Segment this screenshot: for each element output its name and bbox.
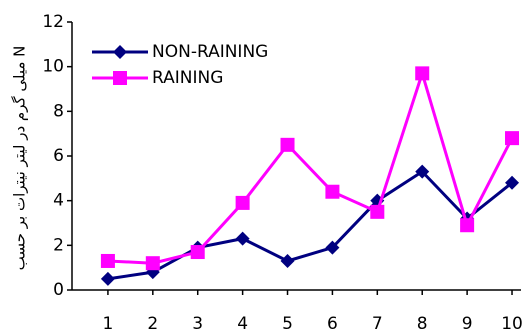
y-tick-label: 8 xyxy=(53,101,64,121)
point xyxy=(460,218,475,233)
point xyxy=(415,66,430,81)
x-tick-label: 9 xyxy=(462,314,473,334)
point xyxy=(235,195,250,210)
x-tick-label: 5 xyxy=(282,314,293,334)
legend-marker xyxy=(113,71,127,85)
x-tick-label: 3 xyxy=(192,314,203,334)
legend-marker xyxy=(113,45,127,59)
series-line xyxy=(107,68,514,265)
point xyxy=(235,231,250,246)
y-tick-label: 6 xyxy=(53,146,64,166)
legend-label: RAINING xyxy=(152,68,223,88)
y-tick-label: 12 xyxy=(42,12,64,32)
x-tick-label: 10 xyxy=(501,314,523,334)
point xyxy=(280,137,295,152)
x-tick-label: 8 xyxy=(417,314,428,334)
point xyxy=(190,245,205,260)
series-line xyxy=(107,169,513,281)
point xyxy=(505,175,520,190)
point xyxy=(505,131,520,146)
x-tick-label: 7 xyxy=(372,314,383,334)
y-axis-label: میلی گرم در لیتر نیترات بر حسب N xyxy=(11,46,29,271)
legend-label: NON-RAINING xyxy=(152,42,268,62)
x-tick-label: 1 xyxy=(103,314,114,334)
point xyxy=(325,184,340,199)
y-tick-label: 10 xyxy=(42,57,64,77)
point xyxy=(325,240,340,255)
x-tick-label: 2 xyxy=(147,314,158,334)
x-tick-label: 4 xyxy=(237,314,248,334)
point xyxy=(280,253,295,268)
point xyxy=(100,271,115,286)
point xyxy=(370,204,385,219)
x-tick-label: 6 xyxy=(327,314,338,334)
y-tick-label: 4 xyxy=(53,191,64,211)
point xyxy=(415,164,430,179)
point xyxy=(100,253,115,268)
y-tick-label: 0 xyxy=(53,280,64,300)
point xyxy=(145,256,160,271)
y-tick-label: 2 xyxy=(53,235,64,255)
